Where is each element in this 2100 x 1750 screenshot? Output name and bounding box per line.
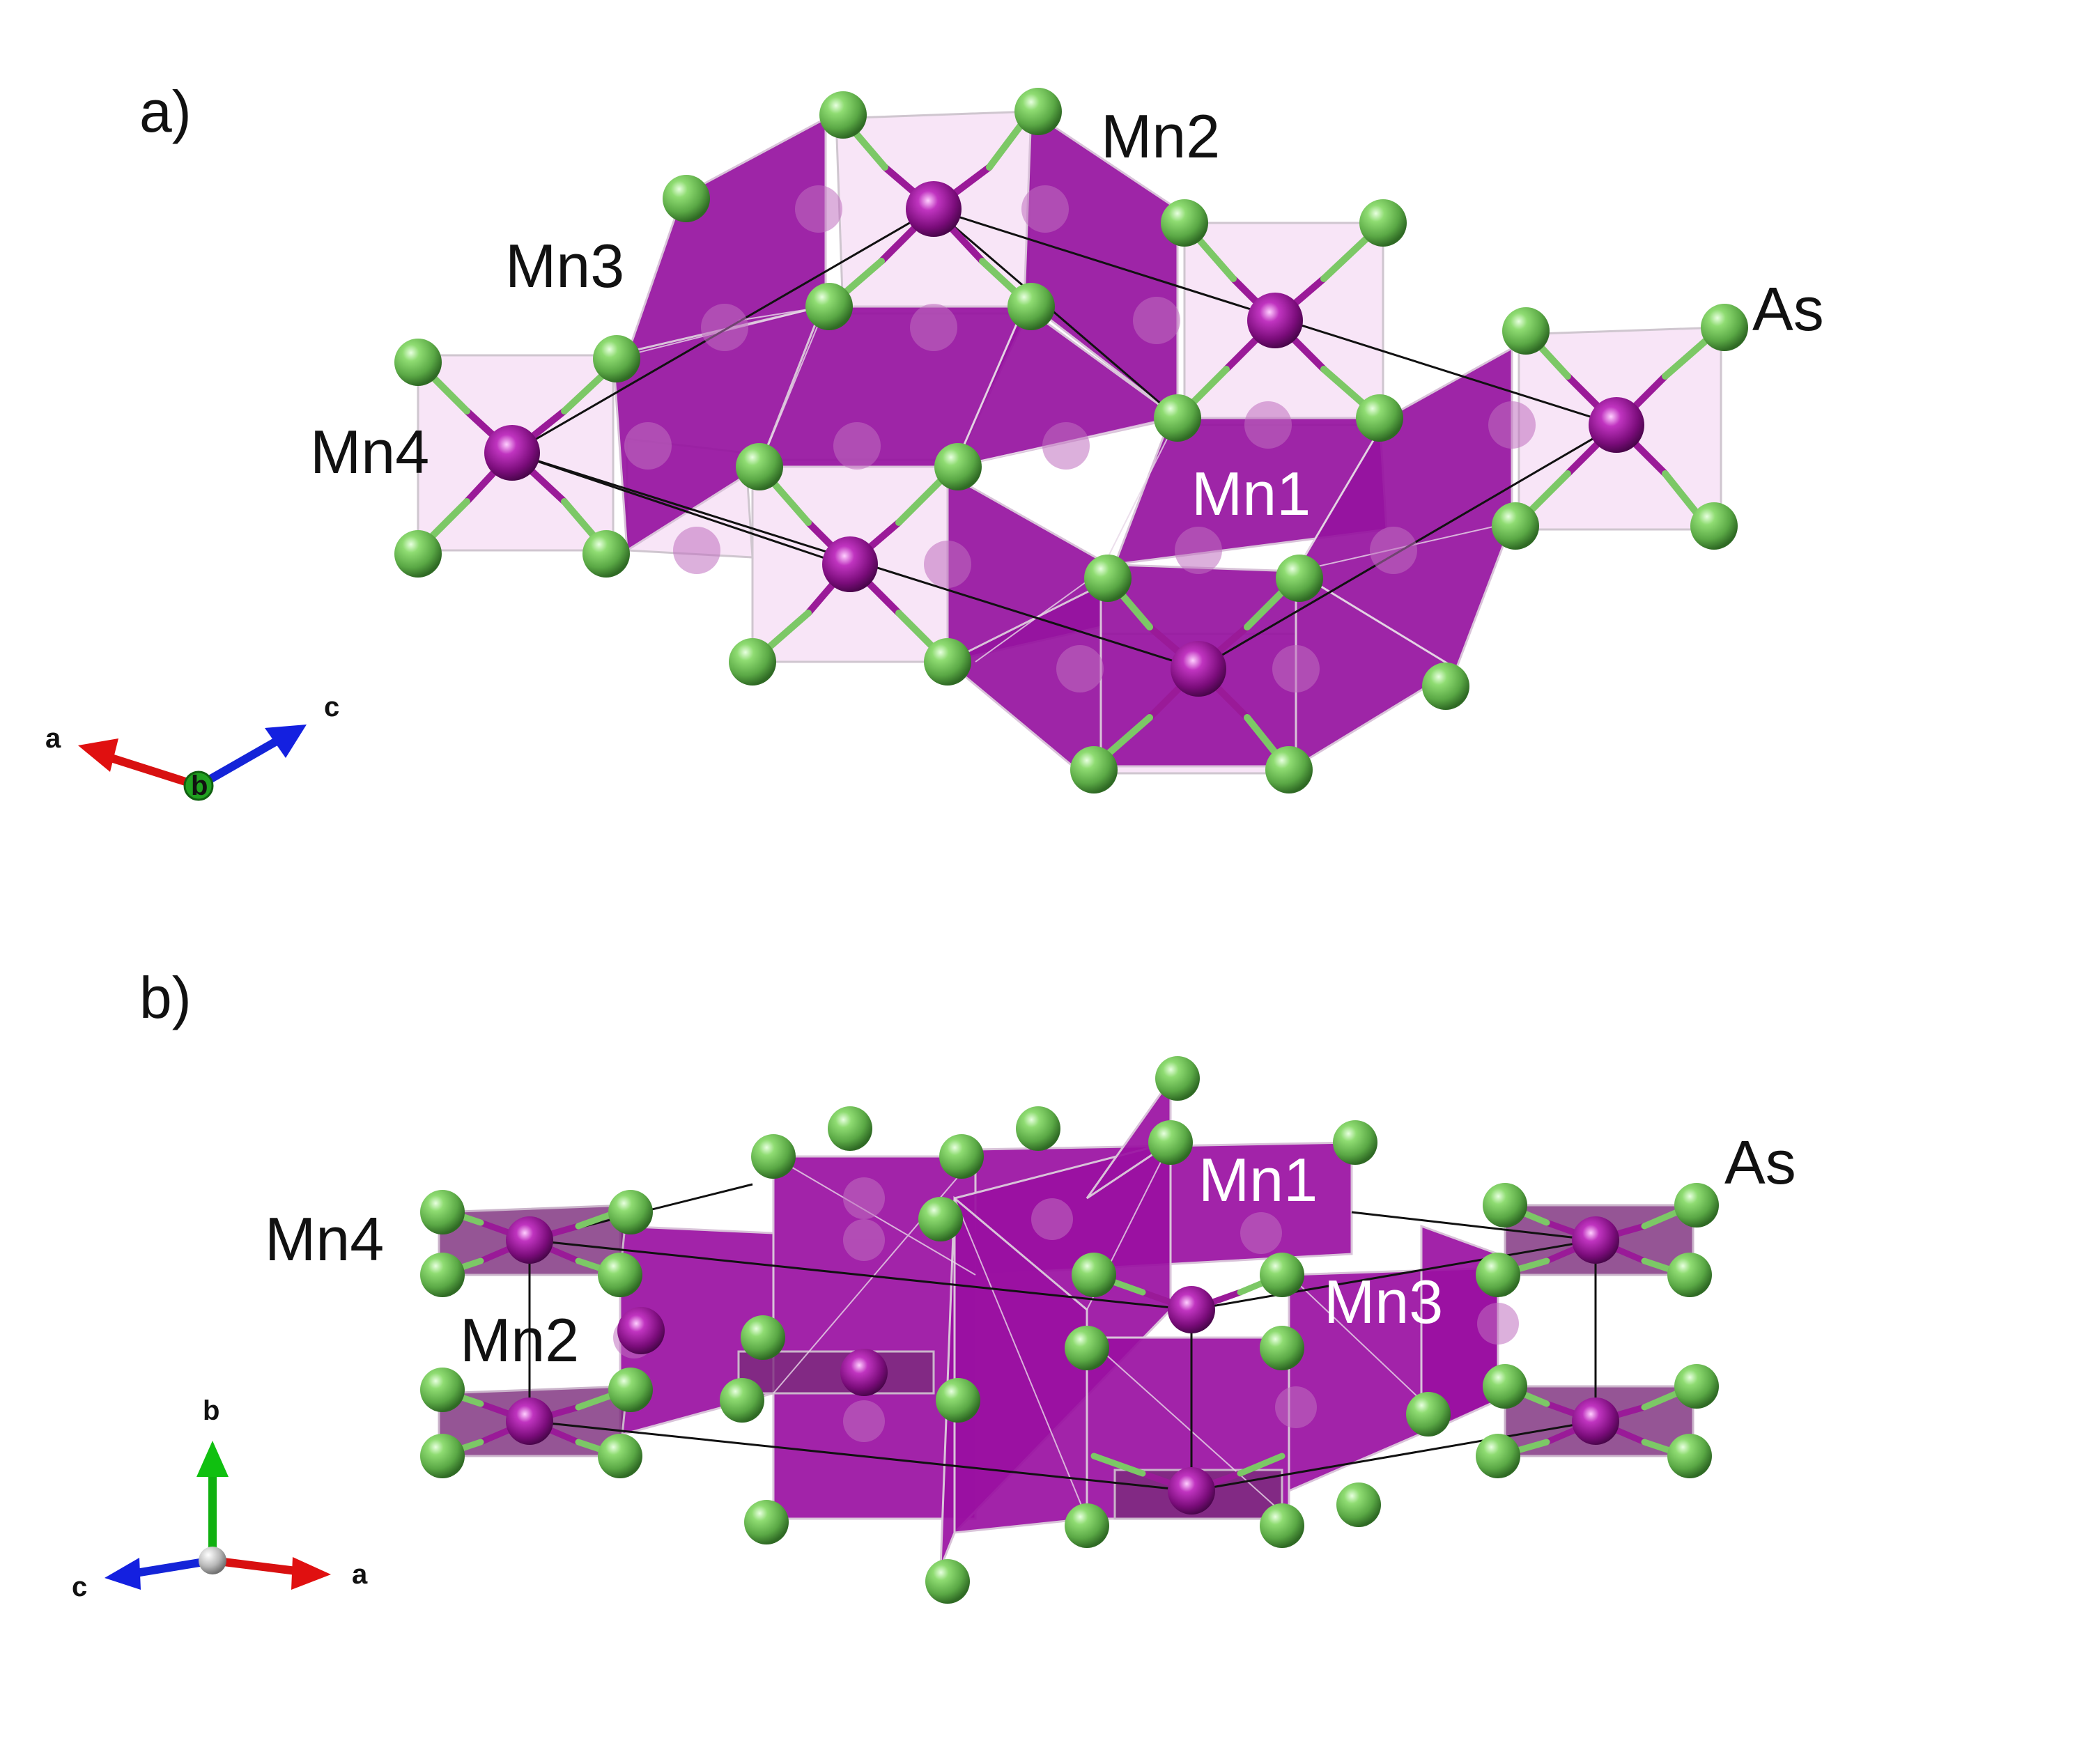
panel-a-label-mn1: Mn1 [1191, 459, 1311, 528]
panel-b-label-mn4: Mn4 [265, 1205, 385, 1273]
panel-a-label-mn2: Mn2 [1101, 102, 1221, 171]
panel-b-hidden-mn-atoms [613, 1177, 1519, 1442]
panel-a-tag: a) [139, 79, 192, 144]
panel-b-unit-cell [528, 1183, 1597, 1492]
panel-a-label-mn4: Mn4 [310, 417, 430, 486]
panel-a-mn-atoms [484, 181, 1644, 697]
panel-b-label-mn1: Mn1 [1198, 1145, 1318, 1214]
panel-a-axis-c-label: c [324, 692, 340, 722]
panel-b-label-as: As [1724, 1128, 1796, 1197]
panel-a-structure [78, 88, 1748, 801]
panel-b-mn-atoms [506, 1216, 1619, 1515]
panel-a-axis-a-label: a [45, 723, 61, 754]
panel-b-axis-triad [105, 1441, 331, 1590]
panel-b-axis-c-label: c [72, 1572, 88, 1602]
panel-b-label-mn2: Mn2 [460, 1306, 580, 1375]
panel-a-axis-triad [78, 725, 307, 801]
panel-b-structure [105, 1056, 1719, 1604]
panel-a-label-mn3: Mn3 [505, 231, 625, 300]
panel-a-hidden-mn-atoms [624, 185, 1536, 692]
panel-a-label-as: As [1752, 274, 1824, 343]
panel-b-axis-a-label: a [352, 1559, 368, 1590]
panel-b-axis-b-label: b [203, 1395, 220, 1426]
panel-b-label-mn3: Mn3 [1324, 1267, 1444, 1336]
panel-a-axis-b-label: b [191, 771, 208, 801]
panel-b-tag: b) [139, 965, 192, 1030]
panel-a-as-atoms [394, 88, 1748, 793]
panel-b-as-atoms [420, 1056, 1719, 1604]
